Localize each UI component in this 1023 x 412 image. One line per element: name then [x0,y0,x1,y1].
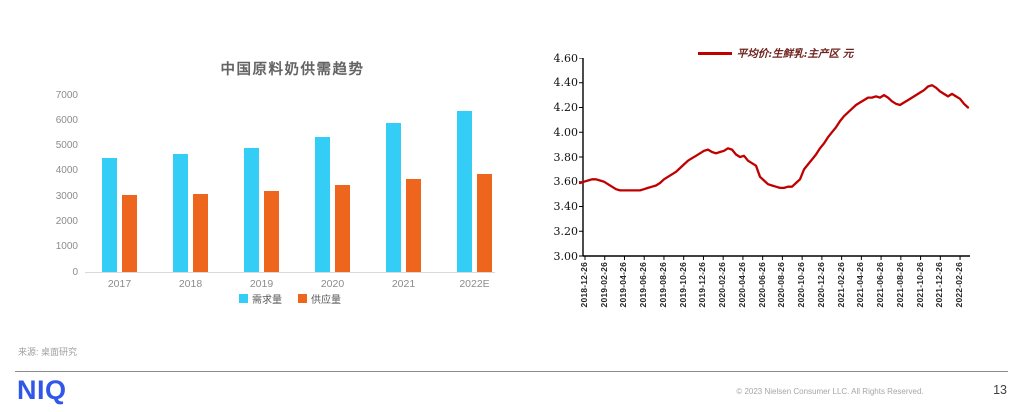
price-line-series [578,84,970,192]
niq-logo: NIQ [17,375,67,405]
price-line-svg [578,57,970,260]
bar-demand-2019 [244,147,259,272]
line-y-tick-label: 3.40 [553,200,579,213]
line-x-tick-label: 2020-04-26 [736,262,747,308]
line-x-tick-label: 2020-10-26 [796,262,807,308]
line-x-tick-label: 2019-10-26 [677,262,688,308]
line-x-tick-label: 2022-02-26 [954,262,965,308]
line-x-tick-label: 2021-06-26 [875,262,886,308]
bar-y-tick-label: 7000 [55,89,78,101]
bar-y-tick-label: 6000 [55,114,78,126]
line-x-tick-label: 2021-04-26 [855,262,866,308]
legend-item-demand: 需求量 [239,291,282,306]
bar-supply-2017 [122,194,137,272]
supply-swatch-icon [298,293,307,303]
bar-y-tick-label: 2000 [55,215,78,227]
line-y-tick-label: 4.40 [553,76,579,90]
line-x-tick-label: 2019-06-26 [638,262,649,308]
line-x-tick-label: 2019-08-26 [657,262,668,308]
legend-label-demand: 需求量 [252,294,282,306]
bar-demand-2020 [315,137,330,272]
line-x-tick-label: 2019-12-26 [697,262,708,308]
bar-demand-2018 [173,153,188,272]
bar-supply-2020 [335,184,350,272]
line-y-tick-label: 3.20 [553,224,579,238]
line-x-tick-label: 2020-06-26 [756,262,767,308]
bar-supply-2021 [406,179,421,272]
line-y-tick-label: 4.00 [553,125,579,139]
bar-supply-2019 [264,190,279,272]
line-plot-area [578,57,970,263]
bar-demand-2017 [102,158,117,272]
legend-label-supply: 供应量 [311,294,341,306]
line-y-tick-label: 4.60 [553,51,579,65]
line-x-tick-label: 2018-12-26 [579,262,589,308]
bar-x-tick-label: 2019 [249,278,274,290]
bar-supply-2022E [477,173,492,272]
bar-x-tick-label: 2020 [320,278,345,290]
price-line-swatch-icon [697,51,732,55]
demand-swatch-icon [239,293,248,303]
bar-x-tick-label: 2022E [459,278,490,290]
line-legend-label: 平均价:生鲜乳:主产区 元 [736,47,854,60]
line-x-tick-label: 2021-02-26 [835,262,846,308]
line-x-tick-label: 2021-08-26 [894,262,905,308]
line-x-tick-label: 2020-02-26 [717,262,728,308]
bar-x-tick-label: 2017 [107,278,132,290]
bar-supply-2018 [193,194,208,272]
line-y-tick-label: 3.60 [553,175,579,189]
bar-plot-area [85,95,495,273]
bar-x-tick-label: 2021 [391,278,416,290]
page-number: 13 [993,383,1007,397]
bar-y-tick-label: 0 [72,266,78,278]
legend-item-supply: 供应量 [298,291,341,306]
bar-legend: 需求量 供应量 [85,291,495,306]
source-note: 来源: 桌面研究 [18,347,78,357]
line-x-tick-label: 2021-10-26 [914,262,925,308]
footer-divider [15,371,1008,372]
bar-demand-2022E [457,110,472,272]
bar-chart-title: 中国原料奶供需趋势 [220,62,365,78]
copyright-text: © 2023 Nielsen Consumer LLC. All Rights … [736,387,924,396]
bar-y-tick-label: 4000 [55,165,78,177]
line-y-tick-label: 3.00 [553,249,579,263]
bar-demand-2021 [386,122,401,272]
line-x-tick-label: 2019-04-26 [618,262,629,308]
bar-y-tick-label: 1000 [55,241,78,253]
bar-y-tick-label: 3000 [55,190,78,202]
line-y-tick-label: 3.80 [553,150,579,164]
line-x-tick-label: 2021-12-26 [934,262,945,308]
line-chart-legend: 平均价:生鲜乳:主产区 元 [583,46,968,60]
line-x-tick-label: 2019-02-26 [598,262,609,308]
line-y-tick-label: 4.20 [553,101,579,114]
line-x-tick-label: 2020-12-26 [815,262,826,308]
line-x-tick-label: 2020-08-26 [776,262,787,308]
bar-x-tick-label: 2018 [178,278,203,290]
bar-y-tick-label: 5000 [55,140,78,152]
